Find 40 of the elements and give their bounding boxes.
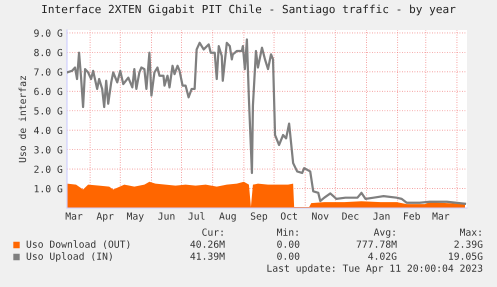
- y-tick-label: 4.0 G: [34, 126, 62, 134]
- x-tick-label: Jul: [188, 212, 204, 220]
- x-tick-label: Feb: [404, 212, 420, 220]
- y-tick-label: 2.0 G: [34, 166, 62, 173]
- x-tick-label: Aug: [219, 212, 236, 222]
- x-tick-label: Mar: [66, 212, 82, 220]
- text: Max:: [460, 228, 481, 236]
- text: Last update: Tue Apr 11 20:00:04 2023: [267, 264, 482, 274]
- x-tick-label: May: [126, 212, 144, 222]
- y-tick-label: 6.0 G: [34, 88, 62, 96]
- x-tick-label: Sep: [250, 212, 268, 222]
- text: 40.26M: [190, 240, 225, 248]
- text: 19.05G: [449, 252, 482, 260]
- y-tick-label: 8.0 G: [34, 48, 62, 56]
- chart-title: Interface 2XTEN Gigabit PIT Chile - Santiago traffic - by year: [42, 4, 456, 16]
- line-series: [67, 38, 466, 205]
- x-tick-label: Apr: [96, 212, 114, 222]
- x-tick-label: Nov: [312, 212, 329, 220]
- x-tick-label: Oct: [280, 212, 297, 220]
- text: Min:: [276, 228, 298, 236]
- text: Avg:: [374, 228, 395, 238]
- y-axis-title: Uso de interfaz: [18, 76, 26, 162]
- y-tick-label: 1.0 G: [34, 185, 62, 192]
- y-tick-label: 7.0 G: [34, 68, 62, 76]
- x-tick-label: Dec: [342, 212, 358, 220]
- text: Cur:: [202, 228, 223, 236]
- x-tick-label: Jun: [158, 212, 174, 220]
- text: 41.39M: [190, 252, 225, 260]
- y-tick-label: 3.0 G: [34, 146, 62, 154]
- text: 0.00: [277, 240, 300, 248]
- x-tick-label: Mar: [432, 212, 450, 220]
- y-tick-label: 9.0 G: [34, 29, 62, 37]
- text: 2.39G: [454, 240, 482, 248]
- legend-label: Uso Download (OUT): [26, 240, 130, 249]
- legend-label: Uso Upload (IN): [26, 252, 112, 262]
- text: 4.02G: [368, 252, 396, 260]
- y-tick-label: 5.0 G: [34, 107, 62, 115]
- x-tick-label: Jan: [373, 212, 390, 220]
- text: 777.78M: [356, 240, 397, 248]
- text: 0.00: [277, 252, 300, 260]
